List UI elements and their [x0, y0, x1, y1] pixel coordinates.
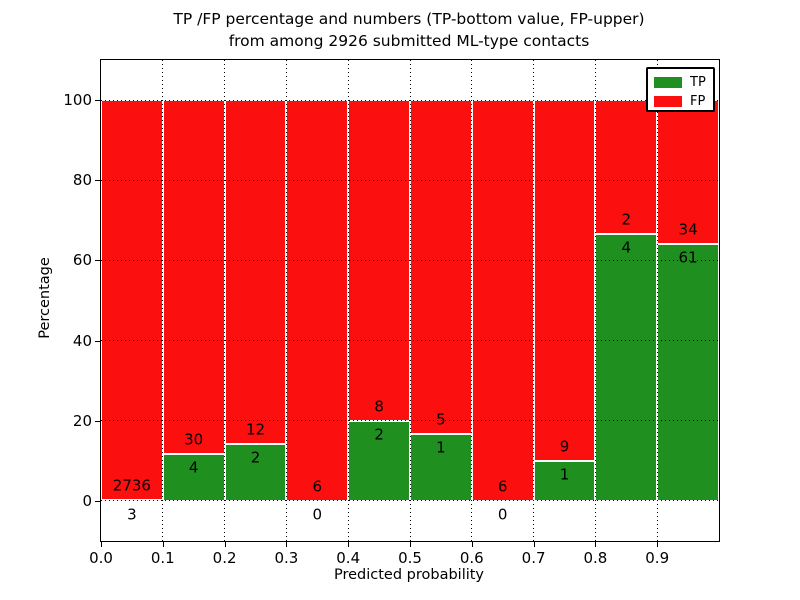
x-tick-mark [657, 542, 659, 547]
tp-count-label: 3 [127, 505, 137, 523]
tp-color-swatch-icon [654, 76, 682, 88]
tp-count-label: 4 [621, 238, 632, 257]
chart-title: TP /FP percentage and numbers (TP-bottom… [100, 8, 718, 52]
bar-tp-segment [533, 460, 596, 501]
v-gridline [471, 60, 473, 541]
y-tick-mark [95, 500, 100, 502]
h-gridline [101, 500, 719, 502]
x-tick-mark [471, 542, 473, 547]
bar-tp-segment [348, 420, 410, 501]
bar-tp-segment [162, 453, 225, 501]
bar-fp-segment [101, 100, 163, 501]
bar-tp-segment [224, 443, 287, 501]
bar-fp-segment [410, 100, 472, 435]
tp-count-label: 0 [497, 505, 508, 524]
v-gridline [285, 60, 287, 541]
x-tick-mark [162, 542, 164, 547]
v-gridline [162, 60, 164, 541]
y-tick-label: 60 [72, 251, 92, 270]
x-tick-mark [410, 542, 411, 547]
h-gridline [101, 99, 719, 101]
bar-fp-segment [533, 100, 596, 461]
y-tick-mark [95, 340, 100, 342]
tp-count-label: 4 [188, 458, 199, 477]
x-tick-mark [224, 542, 226, 547]
fp-count-label: 9 [559, 437, 570, 456]
bar-fp-segment [471, 100, 534, 501]
y-tick-mark [95, 420, 100, 422]
bar-tp-segment [657, 243, 719, 501]
y-tick-label: 20 [72, 411, 92, 430]
x-tick-label: 0.6 [459, 549, 484, 567]
v-gridline [594, 60, 596, 541]
tp-count-label: 61 [678, 248, 698, 267]
fp-count-label: 6 [312, 477, 323, 496]
bar-tp-segment [595, 233, 658, 501]
tp-count-label: 0 [312, 505, 323, 524]
fp-count-label: 6 [497, 477, 508, 496]
y-tick-label: 80 [72, 171, 92, 190]
h-gridline [101, 420, 719, 422]
h-gridline [101, 259, 719, 261]
x-tick-label: 0.4 [336, 549, 361, 567]
fp-count-label: 12 [245, 420, 266, 439]
v-gridline [224, 60, 226, 541]
legend-label-tp: TP [690, 74, 706, 90]
x-tick-label: 0.1 [150, 549, 175, 567]
x-tick-mark [533, 542, 535, 547]
fp-count-label: 8 [374, 397, 384, 416]
x-tick-label: 0.0 [89, 549, 113, 567]
x-tick-label: 0.8 [583, 549, 608, 567]
fp-color-swatch-icon [654, 95, 682, 107]
chart-title-line1: TP /FP percentage and numbers (TP-bottom… [173, 10, 645, 28]
chart-title-line2: from among 2926 submitted ML-type contac… [228, 32, 590, 50]
bar-fp-segment [286, 100, 349, 501]
x-tick-mark [595, 542, 597, 547]
x-tick-mark [348, 542, 350, 547]
legend-entry-fp: FP [654, 93, 707, 109]
v-gridline [409, 60, 411, 541]
legend: TP FP [646, 67, 715, 112]
legend-entry-tp: TP [654, 74, 707, 90]
h-gridline [101, 179, 719, 181]
v-gridline [347, 60, 349, 541]
y-tick-mark [95, 260, 100, 262]
tp-count-label: 1 [559, 465, 570, 484]
y-tick-label: 40 [72, 331, 92, 350]
fp-count-label: 2736 [112, 476, 151, 495]
y-tick-mark [95, 180, 100, 182]
fp-count-label: 5 [436, 410, 446, 429]
x-tick-label: 0.2 [212, 549, 237, 567]
x-tick-label: 0.3 [274, 549, 299, 567]
y-tick-label: 100 [63, 91, 92, 110]
h-gridline [101, 340, 719, 342]
fp-count-label: 2 [621, 210, 632, 229]
bar-fp-segment [162, 100, 225, 454]
x-tick-mark [101, 542, 102, 547]
x-tick-label: 0.5 [398, 549, 422, 567]
x-axis-label: Predicted probability [333, 567, 485, 583]
v-gridline [656, 60, 658, 541]
plot-area: 2736 3 30 4 12 2 6 0 8 2 5 1 6 0 9 1 2 4 34 61 [100, 59, 720, 542]
y-tick-label: 0 [82, 491, 92, 510]
x-tick-label: 0.9 [645, 549, 670, 567]
v-gridline [533, 60, 535, 541]
x-tick-label: 0.7 [521, 549, 546, 567]
tp-count-label: 1 [436, 438, 446, 457]
fp-count-label: 30 [184, 430, 204, 449]
x-tick-mark [286, 542, 288, 547]
tp-count-label: 2 [250, 448, 261, 467]
bar-fp-segment [224, 100, 287, 444]
tp-count-label: 2 [374, 425, 384, 444]
y-axis-label: Percentage [37, 257, 53, 339]
fp-count-label: 34 [678, 220, 698, 238]
y-tick-mark [95, 100, 100, 102]
legend-label-fp: FP [690, 93, 706, 109]
